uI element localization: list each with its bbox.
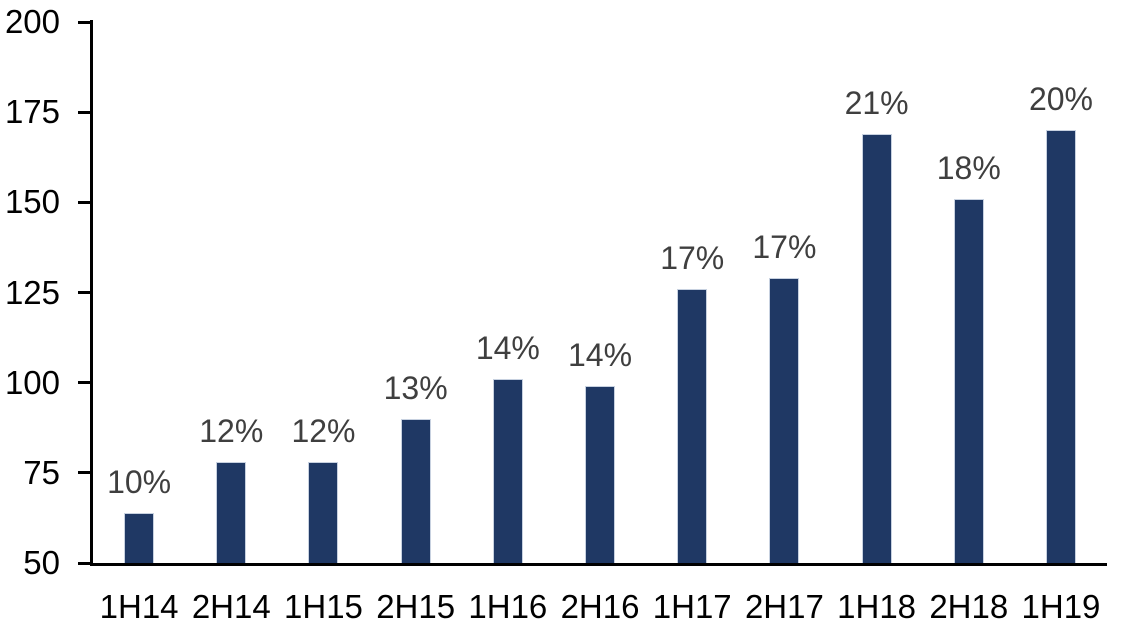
y-tick-label: 175 xyxy=(4,93,60,131)
bar-1H15 xyxy=(308,462,339,563)
x-tick-label-2H14: 2H14 xyxy=(191,588,271,625)
bar-data-label: 14% xyxy=(475,330,540,367)
y-tick-label: 200 xyxy=(4,3,60,40)
x-tick-label-1H15: 1H15 xyxy=(284,588,363,625)
y-tick-label: 75 xyxy=(23,453,60,491)
bar-2H15 xyxy=(400,418,431,563)
bar-slot-1H14: 10% xyxy=(93,22,185,563)
y-tick-mark xyxy=(78,200,90,204)
bar-data-label: 20% xyxy=(1028,81,1093,118)
y-tick-mark xyxy=(78,110,90,114)
bar-slot-2H15: 13% xyxy=(370,22,462,563)
bar-data-label: 10% xyxy=(107,463,172,500)
x-tick-label-1H18: 1H18 xyxy=(837,588,917,625)
bar-2H17 xyxy=(769,278,800,563)
x-tick-label-2H15: 2H15 xyxy=(376,588,456,625)
x-axis-line xyxy=(90,563,1107,566)
y-tick-mark xyxy=(78,291,90,294)
bar-slot-2H14: 12% xyxy=(185,22,277,563)
bar-2H16 xyxy=(585,386,616,563)
bar-1H16 xyxy=(492,379,523,563)
bar-slot-1H17: 17% xyxy=(646,22,738,563)
y-axis-line xyxy=(90,20,93,566)
x-tick-label-1H16: 1H16 xyxy=(468,588,548,625)
x-tick-label-1H19: 1H19 xyxy=(1021,588,1101,625)
bar-1H18 xyxy=(861,133,892,563)
x-tick-label-1H17: 1H17 xyxy=(652,588,732,625)
y-tick-label: 100 xyxy=(4,363,60,401)
y-tick-label: 150 xyxy=(4,183,60,221)
bar-slot-2H18: 18% xyxy=(923,22,1015,563)
bar-2H14 xyxy=(216,462,247,563)
y-tick-mark xyxy=(78,471,90,475)
y-tick-label: 125 xyxy=(4,273,60,311)
bar-data-label: 14% xyxy=(568,337,633,374)
plot-area: 10% 12% 12% 13% 14% 14% 17% 17% 21% 18% 20% xyxy=(93,22,1107,563)
y-tick-mark xyxy=(78,561,90,565)
y-tick-label: 50 xyxy=(23,544,60,581)
bar-data-label: 17% xyxy=(752,229,817,266)
bar-slot-2H16: 14% xyxy=(554,22,646,563)
bar-data-label: 18% xyxy=(936,149,1001,186)
bar-slot-1H19: 20% xyxy=(1015,22,1107,563)
bar-slot-2H17: 17% xyxy=(738,22,830,563)
x-tick-label-2H17: 2H17 xyxy=(744,588,824,625)
bar-slot-1H18: 21% xyxy=(831,22,923,563)
y-tick-mark xyxy=(78,381,90,385)
bar-data-label: 12% xyxy=(199,413,264,450)
bar-data-label: 12% xyxy=(291,413,356,450)
bar-data-label: 17% xyxy=(660,239,725,276)
x-axis-labels: 1H14 2H14 1H15 2H15 1H16 2H16 1H17 2H17 1H18 2H18… xyxy=(93,589,1107,625)
bar-2H18 xyxy=(953,198,984,563)
bar-1H14 xyxy=(124,512,155,563)
bar-1H19 xyxy=(1045,130,1076,563)
x-tick-label-2H16: 2H16 xyxy=(560,588,640,625)
bar-data-label: 13% xyxy=(383,369,448,406)
y-tick-mark xyxy=(78,20,90,24)
x-tick-label-1H14: 1H14 xyxy=(99,588,179,625)
bar-slot-1H16: 14% xyxy=(462,22,554,563)
bar-slot-1H15: 12% xyxy=(277,22,369,563)
bar-data-label: 21% xyxy=(844,84,909,121)
x-tick-label-2H18: 2H18 xyxy=(929,588,1009,625)
bar-1H17 xyxy=(677,288,708,563)
